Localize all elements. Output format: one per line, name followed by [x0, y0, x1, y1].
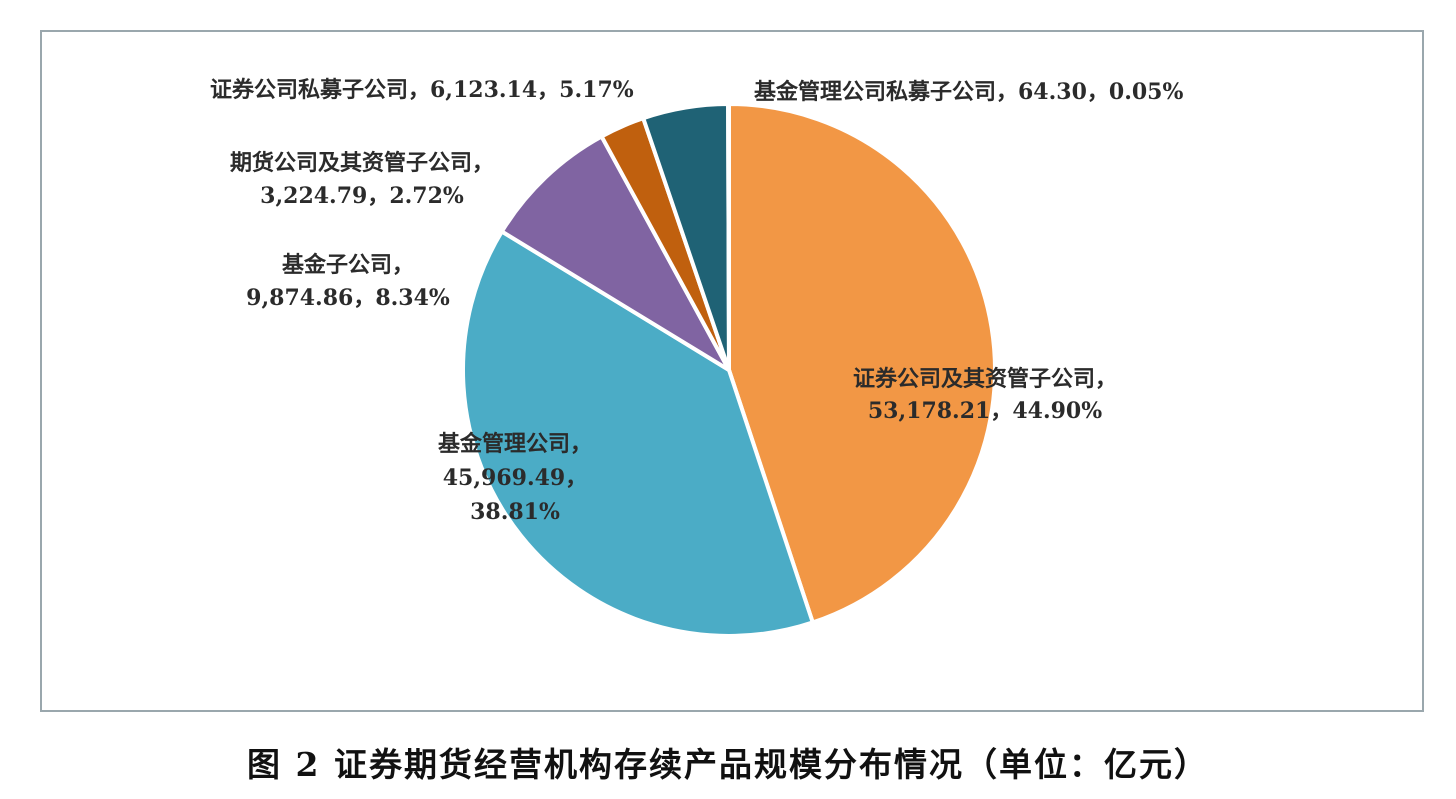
slice-label-line: 38.81%: [470, 499, 560, 525]
slice-label-line: 证券公司私募子公司，6,123.14，5.17%: [210, 77, 634, 103]
slice-label-line: 53,178.21，44.90%: [868, 398, 1102, 424]
slice-label-line: 3,224.79，2.72%: [260, 183, 464, 209]
slice-label-line: 基金子公司，: [282, 252, 414, 278]
slice-label-line: 9,874.86，8.34%: [246, 285, 450, 311]
pie-labels: 证券公司及其资管子公司， 53,178.21，44.90% 基金管理公司， 45,96…: [210, 77, 1183, 525]
slice-label-1: 证券公司及其资管子公司， 53,178.21，44.90%: [853, 366, 1117, 424]
slice-label-line: 基金管理公司私募子公司，64.30，0.05%: [754, 79, 1183, 105]
pie-slice-2: [461, 229, 815, 638]
slice-label-2: 基金管理公司， 45,969.49， 38.81%: [438, 431, 592, 525]
slice-label-6: 基金管理公司私募子公司，64.30，0.05%: [754, 79, 1183, 105]
pie-slice-3: [499, 134, 731, 372]
slice-label-line: 基金管理公司，: [438, 431, 592, 457]
slice-label-line: 45,969.49，: [443, 465, 587, 491]
slice-label-line: 证券公司及其资管子公司，: [853, 366, 1117, 392]
figure-caption: 图 2 证券期货经营机构存续产品规模分布情况（单位：亿元）: [247, 745, 1209, 784]
pie-slice-1: [727, 102, 997, 625]
slice-label-3: 基金子公司， 9,874.86，8.34%: [246, 252, 450, 311]
pie-slice-6: [726, 101, 731, 372]
pie-slices: [461, 101, 997, 638]
slice-label-line: 期货公司及其资管子公司，: [230, 150, 494, 176]
slice-label-4: 期货公司及其资管子公司， 3,224.79，2.72%: [230, 150, 494, 209]
slice-label-5: 证券公司私募子公司，6,123.14，5.17%: [210, 77, 634, 103]
